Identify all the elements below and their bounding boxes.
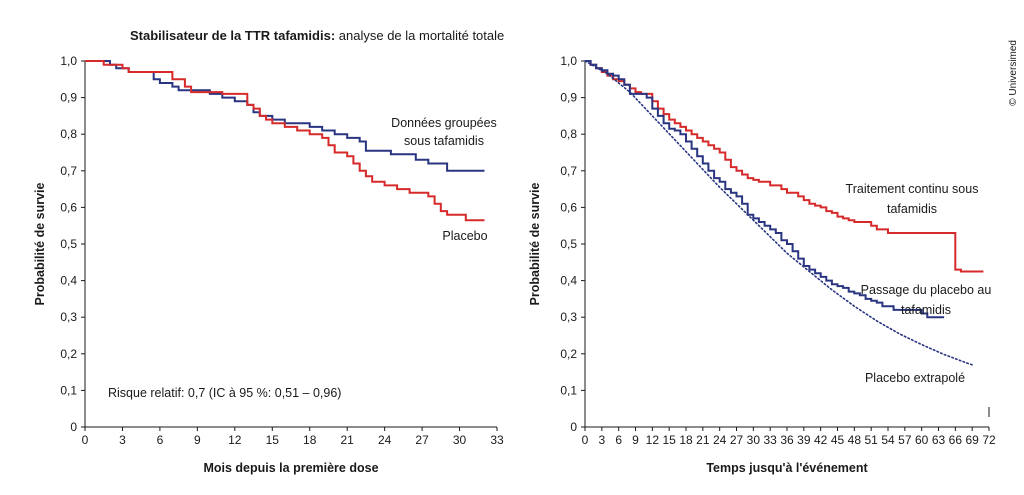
x-tick-label: 27: [415, 433, 429, 447]
series-label-2: Placebo: [442, 229, 487, 243]
y-tick-label: 1,0: [60, 54, 77, 68]
x-axis-title: Mois depuis la première dose: [203, 461, 378, 475]
x-tick-label: 33: [763, 433, 777, 447]
figure-title-rest: analyse de la mortalité totale: [335, 28, 504, 43]
series-line-3: [584, 60, 973, 366]
series-label-line: tafamidis: [887, 202, 937, 216]
x-tick-label: 60: [915, 433, 929, 447]
figure-title-bold: Stabilisateur de la TTR tafamidis:: [130, 28, 335, 43]
x-tick-label: 24: [378, 433, 392, 447]
x-tick-label: 9: [194, 433, 201, 447]
y-tick-label: 0,3: [560, 310, 577, 324]
x-tick-label: 33: [490, 433, 504, 447]
series-line-1: [585, 60, 984, 273]
series-label-3: Placebo extrapolé: [865, 371, 965, 385]
x-tick-label: 18: [679, 433, 693, 447]
y-tick-label: 0,1: [560, 383, 577, 397]
watermark: © Universimed: [1008, 40, 1019, 106]
x-tick-label: 51: [864, 433, 878, 447]
series-label-line: Placebo extrapolé: [865, 371, 965, 385]
x-tick-label: 3: [598, 433, 605, 447]
x-tick-label: 0: [582, 433, 589, 447]
x-tick-label: 72: [982, 433, 996, 447]
x-tick-label: 36: [780, 433, 794, 447]
x-tick-label: 66: [949, 433, 963, 447]
x-tick-label: 0: [82, 433, 89, 447]
x-tick-label: 30: [747, 433, 761, 447]
x-tick-label: 15: [266, 433, 280, 447]
figure-title: Stabilisateur de la TTR tafamidis: analy…: [130, 28, 504, 43]
y-tick-label: 0,5: [560, 237, 577, 251]
chart-time-to-event: 00,10,20,30,40,50,60,70,80,91,00 3 6 9 12 15 1…: [528, 54, 996, 475]
x-tick-label: 39: [797, 433, 811, 447]
chart-all-cause-mortality: 0 0,1 0,2 0,3 0,4 0,5 0,6 0,7 0,8 0,9 1,0 0 3 6 9 12 15 1…: [33, 54, 504, 475]
x-tick-label: 15: [662, 433, 676, 447]
series-label-1: Traitement continu sous tafamidis: [846, 182, 979, 216]
x-tick-label: 63: [932, 433, 946, 447]
y-tick-label: 0,6: [60, 200, 77, 214]
y-tick-label: 1,0: [560, 54, 577, 68]
x-tick-label: 3: [119, 433, 126, 447]
x-tick-label: 21: [696, 433, 710, 447]
x-tick-label: 69: [965, 433, 979, 447]
x-tick-label: 48: [848, 433, 862, 447]
y-tick-label: 0: [570, 420, 577, 434]
y-tick-label: 0,3: [60, 310, 77, 324]
x-tick-label: 12: [646, 433, 660, 447]
y-tick-label: 0,9: [560, 91, 577, 105]
y-tick-label: 0,4: [560, 274, 577, 288]
y-tick-label: 0,7: [60, 164, 77, 178]
x-tick-label: 27: [730, 433, 744, 447]
y-tick-label: 0,4: [60, 274, 77, 288]
x-tick-label: 9: [632, 433, 639, 447]
x-tick-label: 45: [831, 433, 845, 447]
hazard-ratio-annotation: Risque relatif: 0,7 (IC à 95 %: 0,51 – 0…: [108, 386, 341, 400]
x-tick-label: 42: [814, 433, 828, 447]
x-tick-label: 54: [881, 433, 895, 447]
y-tick-label: 0,7: [560, 164, 577, 178]
x-tick-label: 6: [157, 433, 164, 447]
series-label-line: tafamidis: [901, 303, 951, 317]
series-label-line: Passage du placebo au: [861, 283, 992, 297]
x-tick-label: 30: [453, 433, 467, 447]
y-axis-title: Probabilité de survie: [528, 182, 542, 305]
x-tick-label: 6: [615, 433, 622, 447]
series-label-2: Passage du placebo au tafamidis: [861, 283, 992, 317]
series-label-line: Placebo: [442, 229, 487, 243]
x-tick-label: 21: [341, 433, 355, 447]
y-tick-label: 0,2: [560, 347, 577, 361]
series-line-2: [585, 60, 945, 319]
y-tick-label: 0,1: [60, 383, 77, 397]
y-tick-label: 0,2: [60, 347, 77, 361]
series-label-line: Traitement continu sous: [846, 182, 979, 196]
y-tick-label: 0,5: [60, 237, 77, 251]
y-tick-label: 0,9: [60, 91, 77, 105]
x-axis-title: Temps jusqu'à l'événement: [706, 461, 868, 475]
y-axis-title: Probabilité de survie: [33, 182, 47, 305]
y-tick-label: 0,6: [560, 200, 577, 214]
y-tick-label: 0: [70, 420, 77, 434]
y-tick-label: 0,8: [60, 127, 77, 141]
series-label-line: Données groupées: [391, 116, 497, 130]
series-label-1: Données groupées sous tafamidis: [391, 116, 497, 148]
series-line-2: [85, 60, 485, 222]
y-tick-label: 0,8: [560, 127, 577, 141]
x-tick-label: 12: [228, 433, 242, 447]
x-tick-label: 57: [898, 433, 912, 447]
x-tick-label: 18: [303, 433, 317, 447]
x-tick-label: 24: [713, 433, 727, 447]
series-label-line: sous tafamidis: [404, 134, 484, 148]
